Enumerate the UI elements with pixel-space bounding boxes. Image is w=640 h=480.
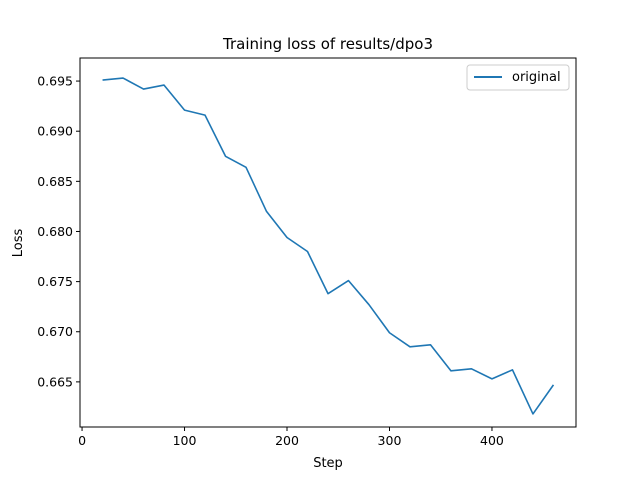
x-axis-label: Step [313, 456, 343, 471]
y-tick-label: 0.670 [37, 324, 73, 339]
legend-label: original [512, 70, 561, 85]
y-tick-label: 0.680 [37, 224, 73, 239]
y-tick-label: 0.690 [37, 124, 73, 139]
axes-frame [79, 57, 577, 428]
x-tick-label: 400 [480, 433, 504, 448]
plot-area [102, 77, 555, 415]
x-axis: 0 100 200 300 400 [78, 427, 504, 448]
y-tick-label: 0.695 [37, 74, 73, 89]
x-tick-label: 0 [78, 433, 86, 448]
y-tick-label: 0.685 [37, 174, 73, 189]
x-tick-label: 200 [275, 433, 299, 448]
y-tick-label: 0.675 [37, 274, 73, 289]
y-axis: 0.665 0.670 0.675 0.680 0.685 0.690 0.695 [37, 74, 80, 389]
legend-box [466, 64, 570, 91]
y-tick-label: 0.665 [37, 374, 73, 389]
legend: original [466, 64, 570, 91]
chart-title: Training loss of results/dpo3 [222, 35, 433, 53]
x-tick-label: 300 [378, 433, 402, 448]
x-tick-label: 100 [173, 433, 197, 448]
series-line [102, 77, 555, 415]
y-axis-label: Loss [11, 229, 26, 258]
